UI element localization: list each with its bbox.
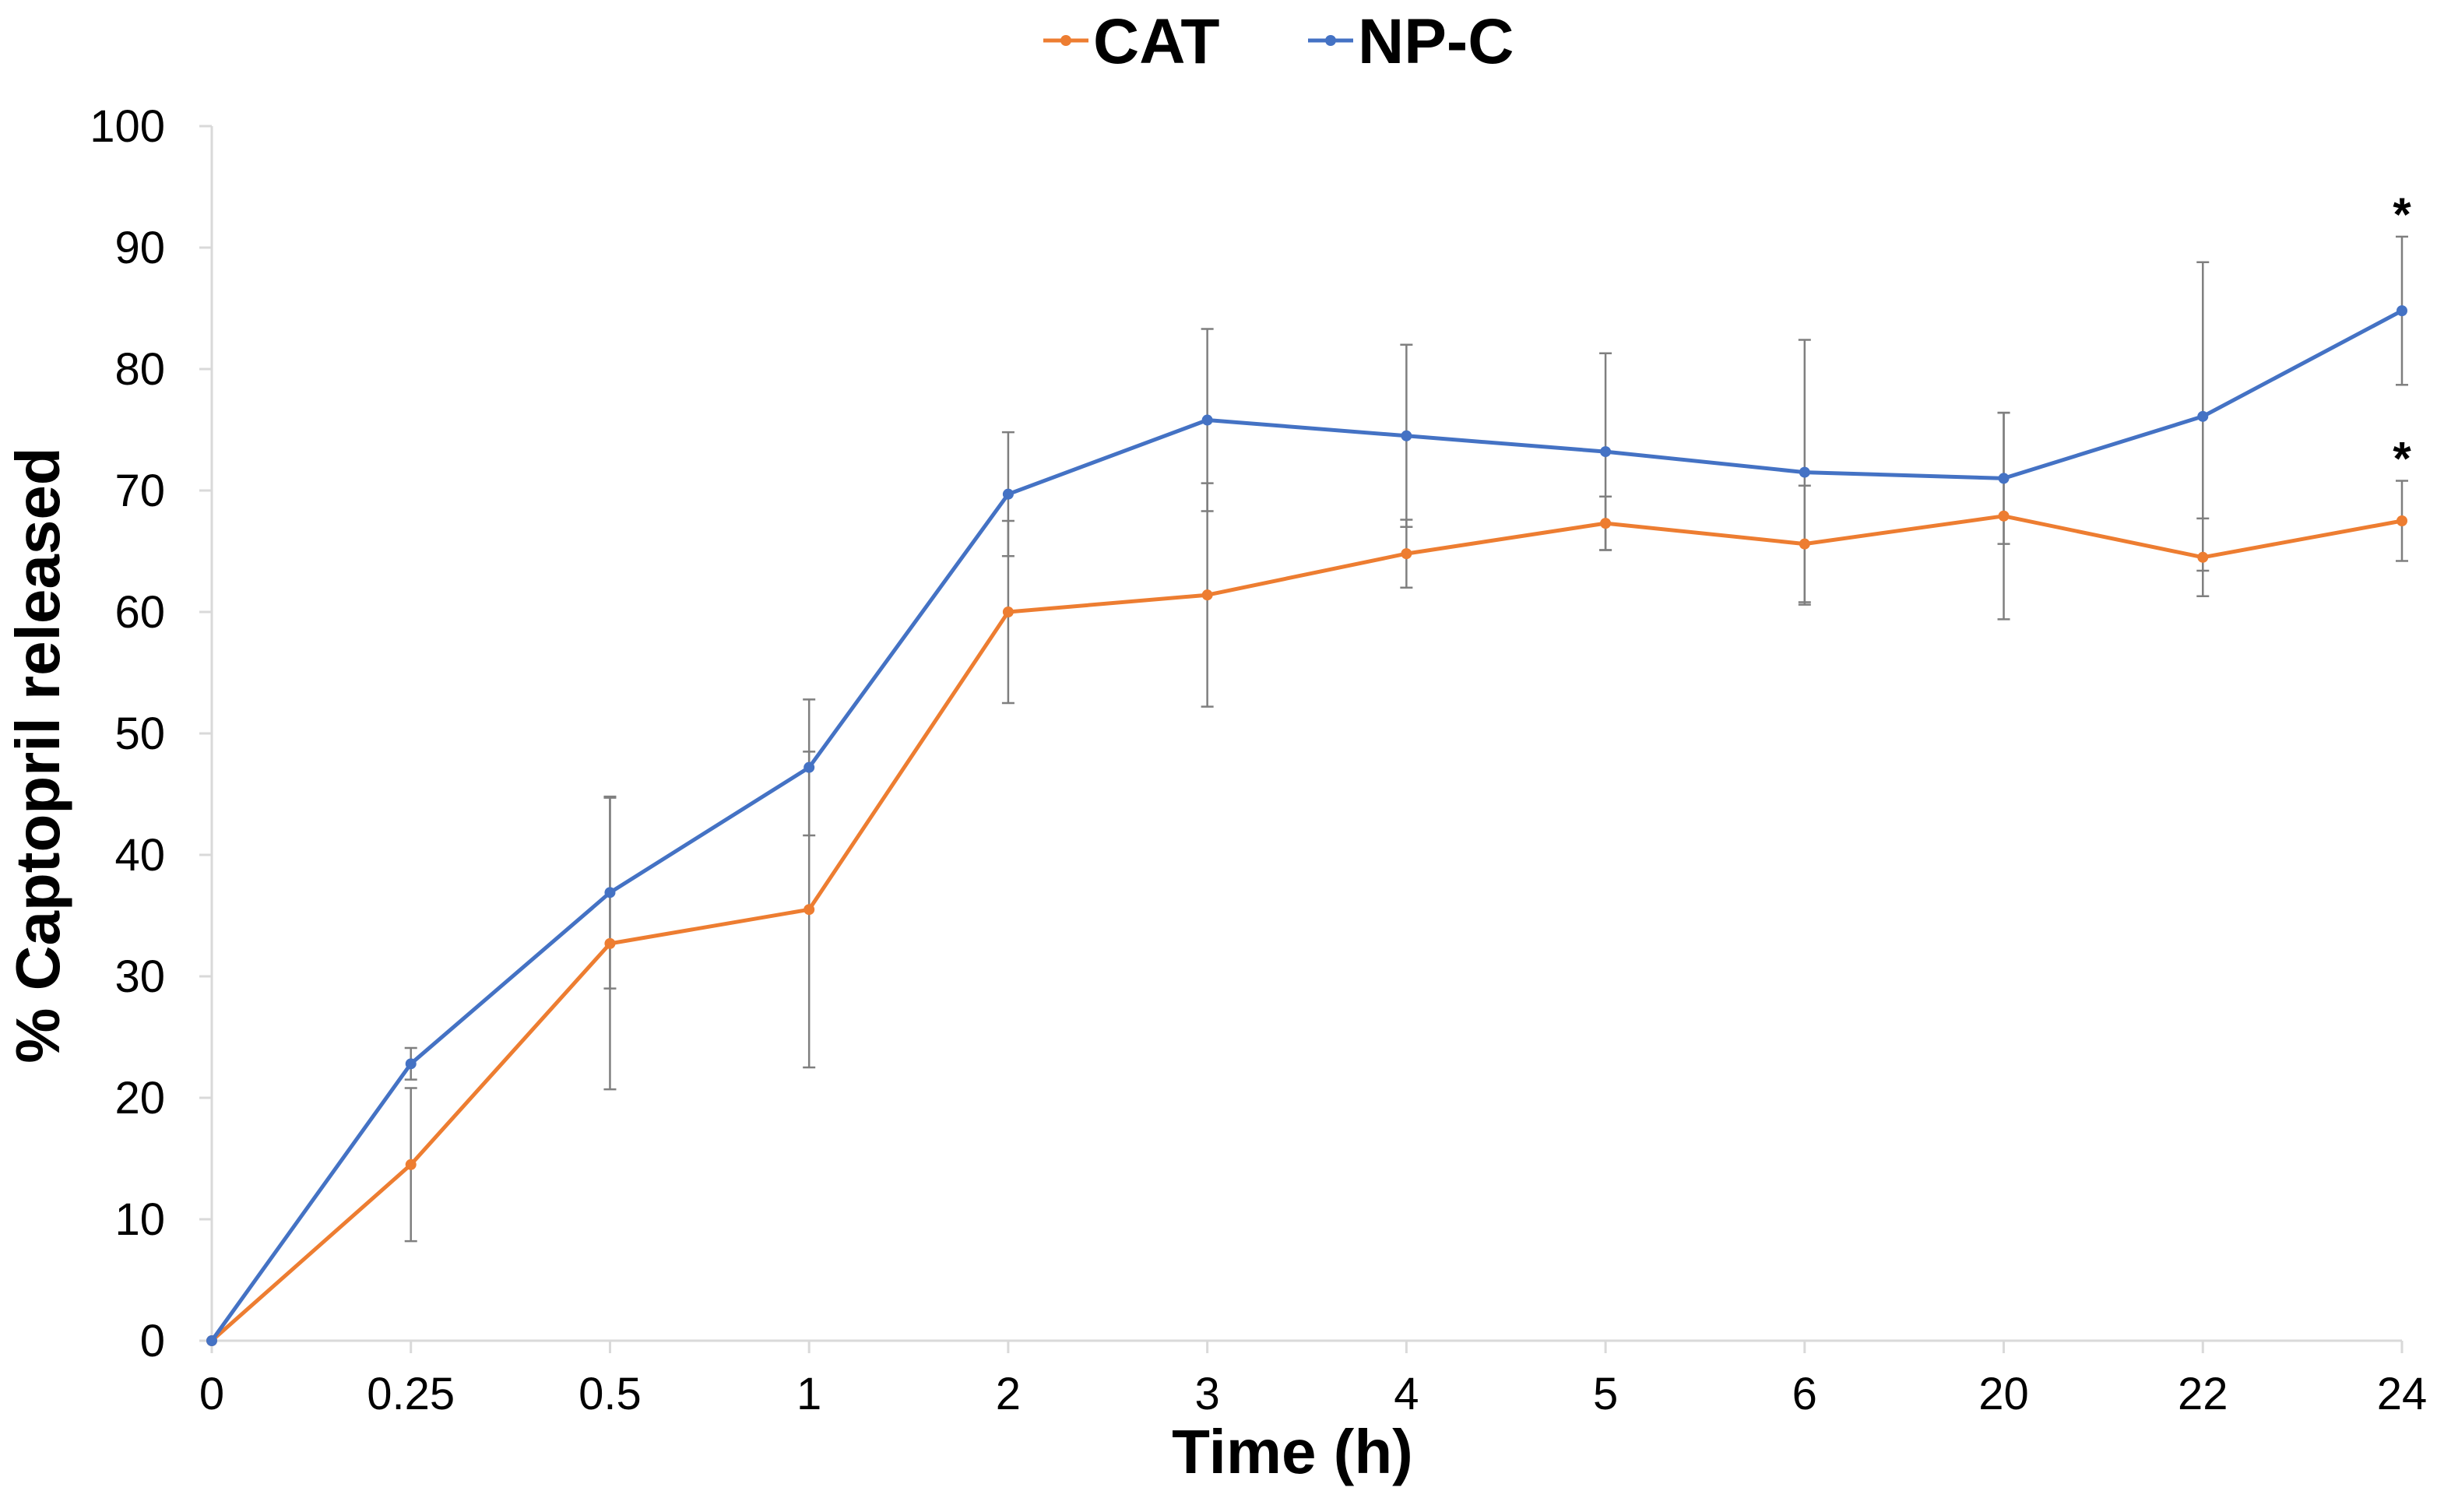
x-tick-label: 20 — [1978, 1369, 2029, 1419]
data-point-np-c — [2396, 305, 2407, 317]
data-point-np-c — [2197, 410, 2209, 422]
series-layer — [206, 305, 2407, 1346]
x-tick-label: 24 — [2377, 1369, 2428, 1419]
y-tick-label: 50 — [114, 709, 165, 759]
legend: CAT NP-C — [1043, 6, 1514, 77]
y-tick-label: 90 — [114, 223, 165, 273]
y-tick-label: 30 — [114, 951, 165, 1002]
y-axis: 0 10 20 30 40 50 60 70 80 90 100 — [90, 101, 213, 1366]
legend-label: CAT — [1093, 6, 1219, 77]
y-tick-label: 60 — [114, 587, 165, 638]
x-tick-label: 5 — [1593, 1369, 1618, 1419]
data-point-cat — [1002, 607, 1014, 617]
y-tick-label: 10 — [114, 1194, 165, 1245]
y-tick-label: 20 — [114, 1073, 165, 1123]
data-point-np-c — [604, 887, 616, 898]
legend-swatch-marker — [1325, 35, 1336, 46]
data-point-np-c — [1002, 488, 1014, 500]
data-point-cat — [1998, 510, 2010, 522]
x-tick-label: 0.5 — [578, 1369, 642, 1419]
y-tick-label: 100 — [90, 101, 165, 152]
legend-swatch-marker — [1060, 35, 1071, 46]
x-tick-label: 1 — [796, 1369, 821, 1419]
x-tick-label: 0.25 — [367, 1369, 455, 1419]
x-tick-label: 2 — [996, 1369, 1021, 1419]
data-point-np-c — [1600, 446, 1612, 458]
data-point-np-c — [1201, 414, 1213, 426]
significance-marker: * — [2393, 433, 2411, 485]
data-point-cat — [2197, 551, 2209, 563]
annotations: ** — [2393, 188, 2411, 485]
data-point-cat — [1201, 589, 1213, 601]
y-tick-label: 40 — [114, 830, 165, 881]
series-line-np-c — [209, 308, 2404, 1342]
data-point-cat — [2396, 515, 2407, 526]
data-point-cat — [405, 1159, 417, 1170]
data-point-cat — [1799, 538, 1810, 550]
series-line-cat — [210, 514, 2403, 1342]
x-tick-label: 3 — [1195, 1369, 1220, 1419]
x-tick-label: 6 — [1792, 1369, 1817, 1419]
data-point-np-c — [1998, 473, 2010, 484]
data-point-np-c — [1401, 430, 1412, 441]
data-point-cat — [1401, 548, 1412, 560]
data-point-cat — [1600, 518, 1612, 529]
error-bars — [404, 235, 2408, 1243]
data-point-cat — [804, 904, 815, 916]
data-point-np-c — [1799, 466, 1810, 478]
significance-marker: * — [2393, 188, 2411, 241]
y-axis-title: % Captopril released — [3, 447, 72, 1063]
legend-label: NP-C — [1358, 6, 1514, 77]
y-tick-label: 0 — [140, 1316, 165, 1366]
x-tick-label: 0 — [199, 1369, 224, 1419]
x-axis-title: Time (h) — [1172, 1417, 1413, 1486]
y-tick-label: 70 — [114, 466, 165, 516]
y-tick-label: 80 — [114, 344, 165, 395]
x-tick-label: 22 — [2178, 1369, 2228, 1419]
data-point-np-c — [804, 761, 815, 773]
x-tick-label: 4 — [1394, 1369, 1419, 1419]
x-axis: 0 0.25 0.5 1 2 3 4 5 6 20 22 24 — [199, 1339, 2428, 1419]
data-point-cat — [604, 937, 616, 949]
data-point-np-c — [206, 1335, 217, 1346]
data-point-np-c — [405, 1058, 417, 1070]
